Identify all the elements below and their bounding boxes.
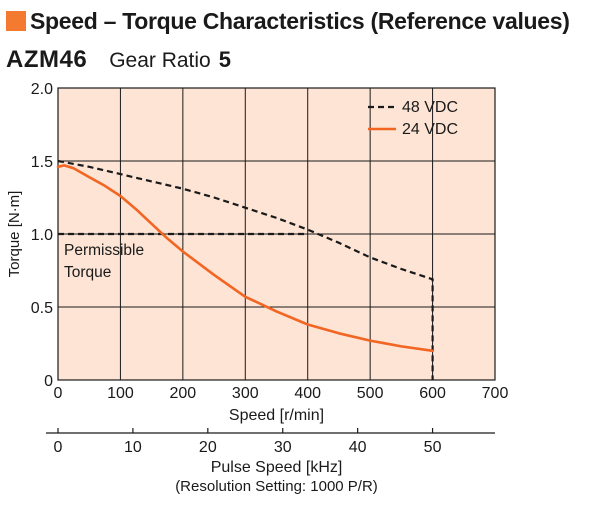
legend-label-24vdc: 24 VDC xyxy=(402,121,458,138)
title-row: Speed – Torque Characteristics (Referenc… xyxy=(6,6,570,36)
pulse-speed-tick-label: 0 xyxy=(54,439,63,456)
chart-header: Speed – Torque Characteristics (Referenc… xyxy=(6,6,570,74)
x-tick-label: 400 xyxy=(294,385,321,402)
pulse-speed-tick-label: 40 xyxy=(349,439,367,456)
gear-ratio-value: 5 xyxy=(218,47,231,72)
x-tick-label: 700 xyxy=(482,385,509,402)
resolution-setting-note: (Resolution Setting: 1000 P/R) xyxy=(175,478,378,495)
pulse-speed-tick-label: 20 xyxy=(199,439,217,456)
model-name: AZM46 xyxy=(6,46,88,73)
x-tick-label: 600 xyxy=(419,385,446,402)
x-tick-label: 300 xyxy=(232,385,259,402)
permissible-torque-label-line1: Permissible xyxy=(64,242,144,259)
x-tick-label: 500 xyxy=(357,385,384,402)
x-axis-ticks: 0 100 200 300 400 500 600 700 xyxy=(54,385,509,402)
y-tick-label: 0 xyxy=(44,373,53,390)
y-axis-label: Torque [N·m] xyxy=(6,191,23,278)
pulse-speed-axis: 0 10 20 30 40 50 Pulse Speed [kHz] (Resolutio… xyxy=(46,428,495,495)
pulse-speed-tick-label: 10 xyxy=(124,439,142,456)
pulse-speed-tick-label: 50 xyxy=(424,439,442,456)
legend: 48 VDC 24 VDC xyxy=(368,99,458,138)
y-tick-label: 0.5 xyxy=(31,300,53,317)
x-axis-label: Speed [r/min] xyxy=(229,407,324,424)
y-tick-label: 2.0 xyxy=(31,81,53,98)
pulse-speed-tick-label: 30 xyxy=(274,439,292,456)
series-48vdc-line xyxy=(57,159,434,380)
pulse-speed-ticks: 0 10 20 30 40 50 xyxy=(54,428,442,456)
x-tick-label: 0 xyxy=(54,385,63,402)
gear-ratio-label: Gear Ratio xyxy=(109,49,211,72)
y-tick-label: 1.0 xyxy=(31,227,53,244)
subtitle-row: AZM46 Gear Ratio 5 xyxy=(6,46,570,74)
pulse-speed-label: Pulse Speed [kHz] xyxy=(211,459,343,476)
gridlines xyxy=(57,87,496,381)
y-axis-ticks: 0 0.5 1.0 1.5 2.0 xyxy=(31,81,53,390)
y-tick-label: 1.5 xyxy=(31,154,53,171)
legend-label-48vdc: 48 VDC xyxy=(402,99,458,116)
x-tick-label: 100 xyxy=(107,385,134,402)
permissible-torque-label-line2: Torque xyxy=(64,264,111,281)
series-24vdc-line xyxy=(56,164,434,353)
x-tick-label: 200 xyxy=(170,385,197,402)
title-marker-square xyxy=(6,11,26,31)
chart-title: Speed – Torque Characteristics (Referenc… xyxy=(30,7,570,34)
